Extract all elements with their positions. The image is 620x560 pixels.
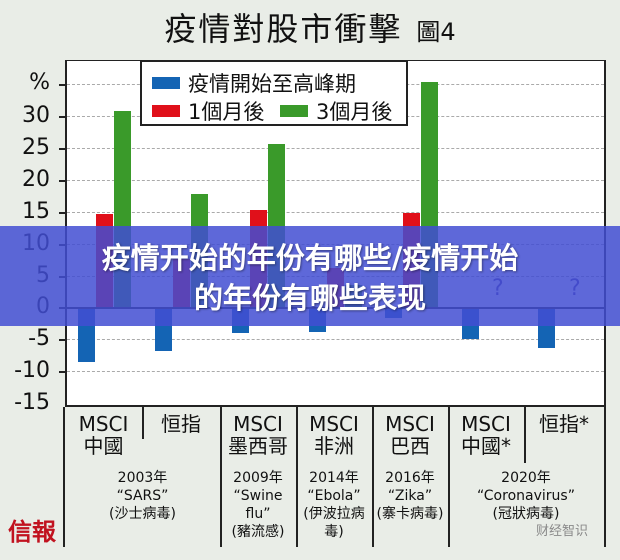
y-tick-label: -15 xyxy=(14,390,50,415)
legend-item-1m: 1個月後 xyxy=(152,96,264,126)
gridline xyxy=(67,339,604,340)
x-separator xyxy=(372,407,374,547)
caption-banner xyxy=(0,226,620,326)
y-tick xyxy=(59,371,67,373)
category-label: 恒指* xyxy=(539,412,589,436)
category-label: MSCI 墨西哥 xyxy=(228,412,288,458)
y-tick-label: -5 xyxy=(28,326,50,351)
x-axis-labels: MSCI 中國 恒指 MSCI 墨西哥 MSCI 非洲 MSCI 巴西 MSCI 中國* … xyxy=(63,405,606,547)
x-separator xyxy=(142,407,144,439)
y-tick xyxy=(59,84,67,86)
x-separator xyxy=(448,407,450,547)
y-tick xyxy=(59,116,67,118)
y-tick xyxy=(59,339,67,341)
category-label: MSCI 非洲 xyxy=(309,412,359,458)
event-label-swine-flu: 2009年 “Swine flu” (豬流感) xyxy=(231,470,285,540)
legend-label: 1個月後 xyxy=(188,100,265,124)
event-label-coronavirus: 2020年 “Coronavirus” (冠狀病毒) xyxy=(477,470,575,522)
y-tick xyxy=(59,148,67,150)
gridline xyxy=(67,148,604,149)
y-tick-label: 15 xyxy=(22,199,50,224)
legend-label: 疫情開始至高峰期 xyxy=(188,72,356,96)
chart-title: 疫情對股市衝擊 圖4 xyxy=(0,4,620,50)
caption-line-1: 疫情开始的年份有哪些/疫情开始 xyxy=(101,241,519,275)
legend-item-peak: 疫情開始至高峰期 xyxy=(152,68,356,98)
x-separator xyxy=(524,407,526,463)
y-unit-label: % xyxy=(29,70,50,95)
x-separator xyxy=(604,407,606,547)
chart-title-main: 疫情對股市衝擊 xyxy=(164,10,403,48)
source-logo: 信報 xyxy=(8,517,56,546)
y-tick-label: -10 xyxy=(14,358,50,383)
y-tick xyxy=(59,180,67,182)
y-tick-label: 30 xyxy=(22,103,50,128)
legend-swatch-green xyxy=(280,105,308,117)
gridline xyxy=(67,371,604,372)
legend-item-3m: 3個月後 xyxy=(280,96,392,126)
gridline xyxy=(67,212,604,213)
caption-line-2: 的年份有哪些表现 xyxy=(193,281,426,315)
category-label: 恒指 xyxy=(161,412,201,436)
category-label: MSCI 中國* xyxy=(461,412,511,458)
event-label-zika: 2016年 “Zika” (寨卡病毒) xyxy=(376,470,444,522)
x-separator xyxy=(296,407,298,547)
watermark: 财经智识 xyxy=(536,524,589,539)
x-separator xyxy=(220,407,222,547)
category-label: MSCI 中國 xyxy=(78,412,129,458)
event-label-ebola: 2014年 “Ebola” (伊波拉病毒) xyxy=(303,470,365,540)
y-tick xyxy=(59,212,67,214)
legend-label: 3個月後 xyxy=(316,100,393,124)
gridline xyxy=(67,180,604,181)
legend: 疫情開始至高峰期 1個月後 3個月後 xyxy=(140,60,408,126)
event-label-sars: 2003年 “SARS” (沙士病毒) xyxy=(109,470,176,522)
y-tick-label: 20 xyxy=(22,167,50,192)
x-separator xyxy=(63,407,65,547)
caption-text: 疫情开始的年份有哪些/疫情开始 的年份有哪些表现 xyxy=(0,238,620,318)
category-label: MSCI 巴西 xyxy=(385,412,435,458)
legend-swatch-blue xyxy=(152,77,180,89)
legend-swatch-red xyxy=(152,105,180,117)
figure-number: 圖4 xyxy=(416,18,456,46)
y-tick-label: 25 xyxy=(22,135,50,160)
